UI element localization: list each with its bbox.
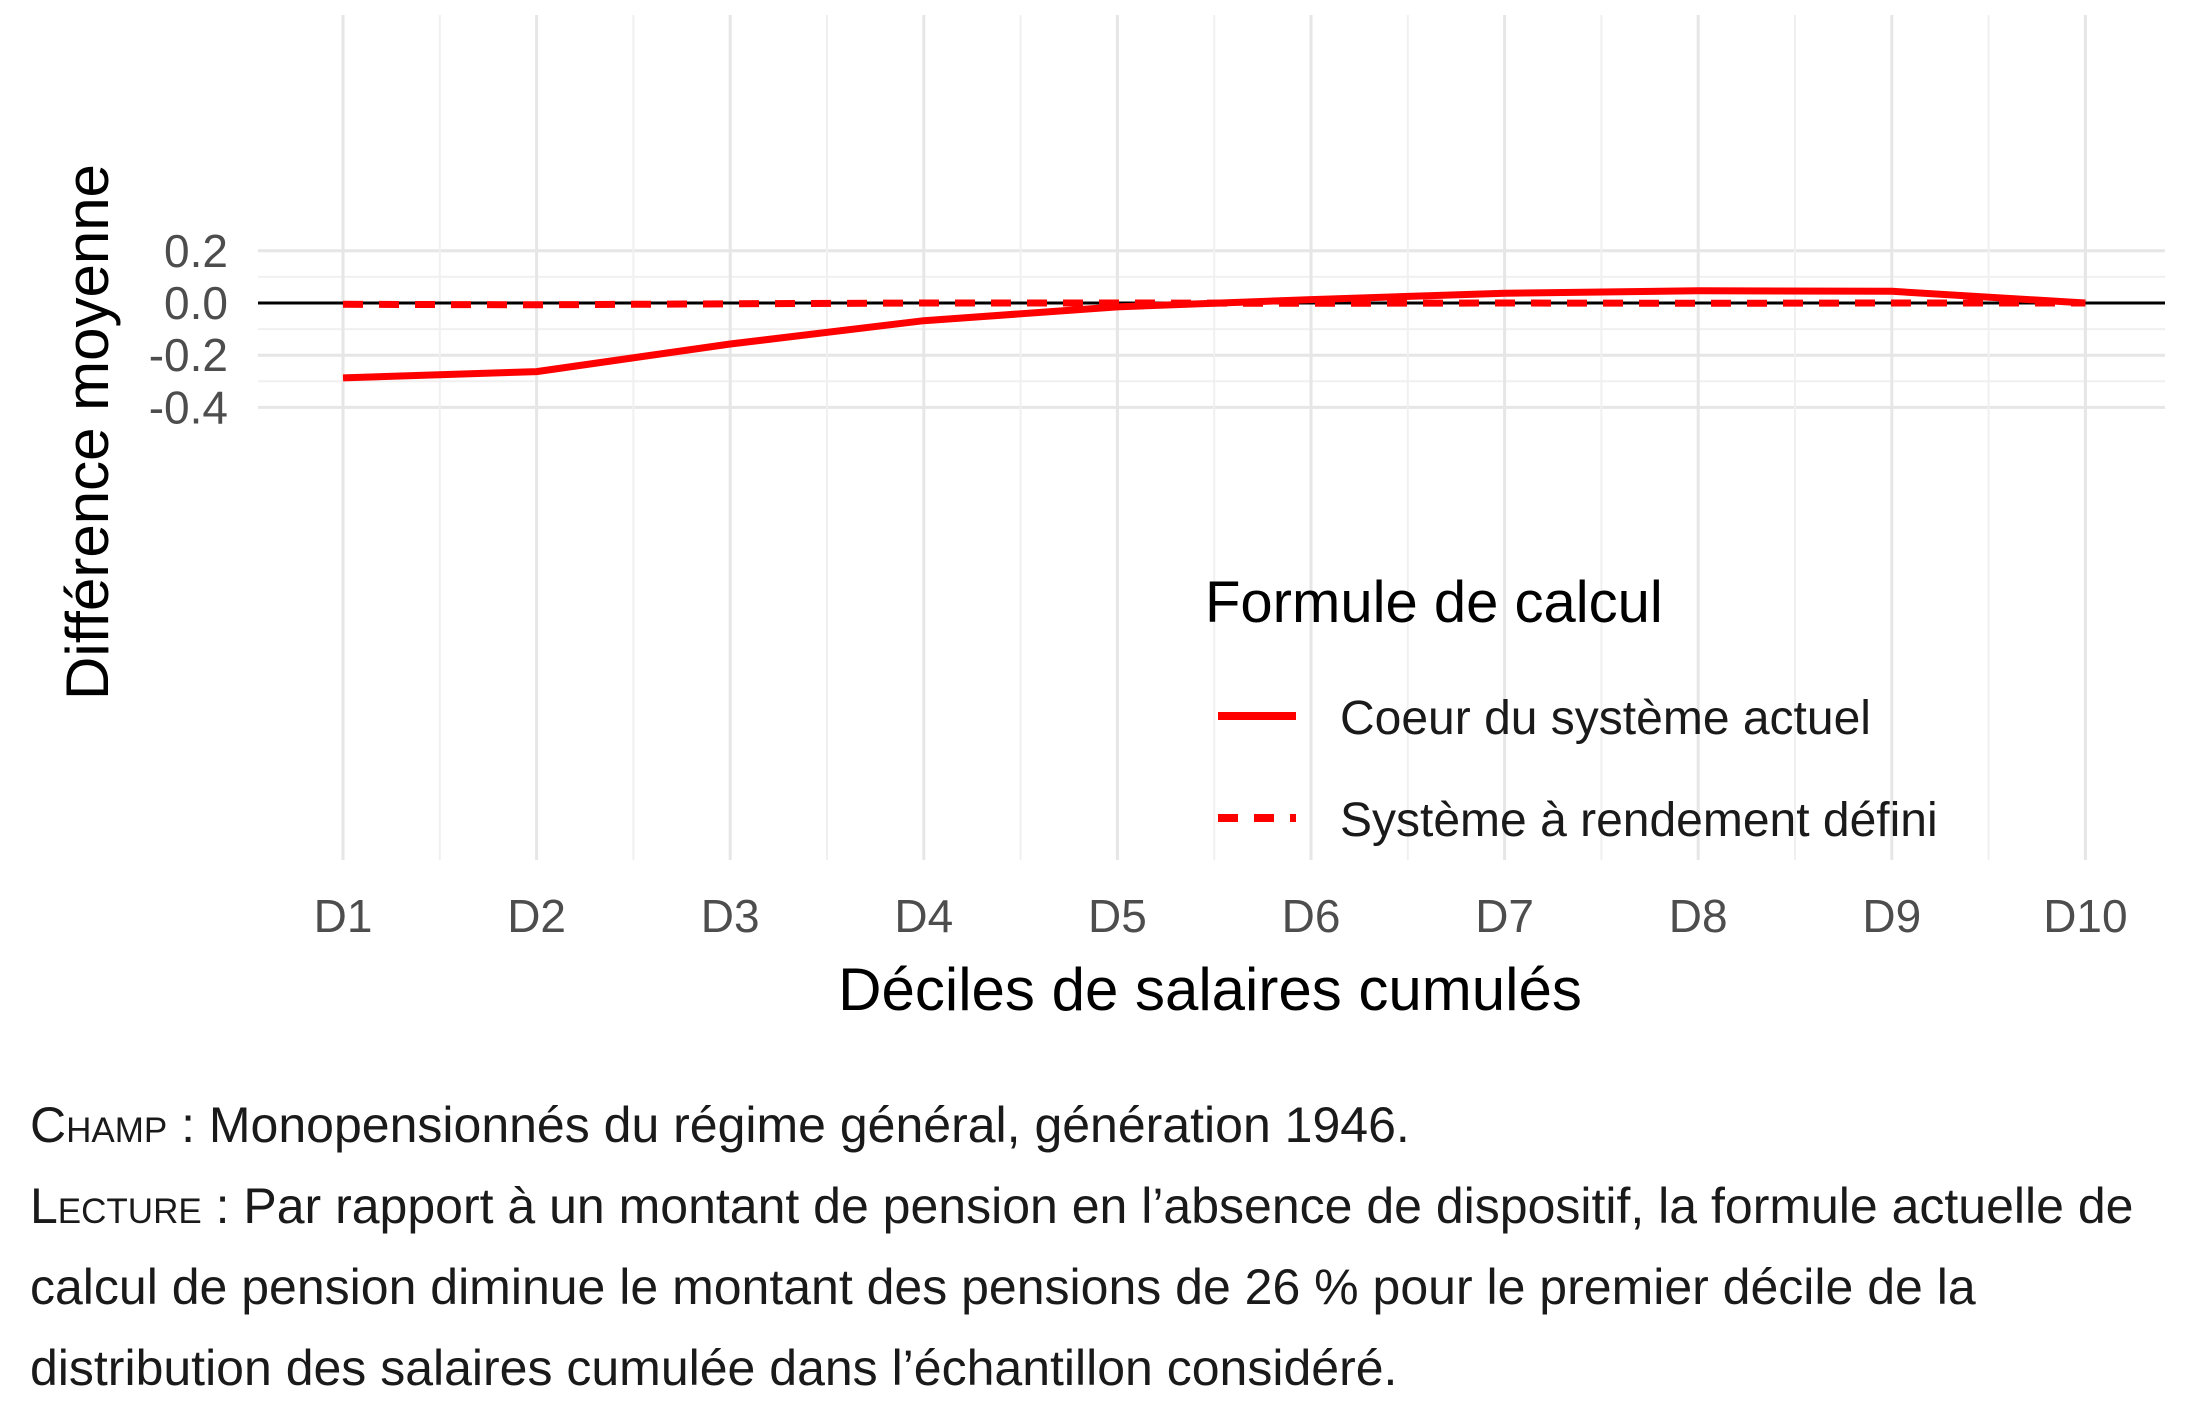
y-axis-title: Différence moyenne: [54, 164, 121, 700]
x-tick-label-D6: D6: [1282, 890, 1341, 942]
lecture-label: Lecture :: [30, 1178, 230, 1234]
champ-label: Champ :: [30, 1097, 196, 1153]
x-tick-label-D3: D3: [701, 890, 760, 942]
x-tick-label-D9: D9: [1862, 890, 1921, 942]
caption-lecture: Lecture : Par rapport à un montant de pe…: [30, 1166, 2180, 1409]
y-tick-label: 0.2: [164, 225, 228, 277]
chart-svg: 0.20.0-0.2-0.4 D1 D2 D3 D4 D5 D6 D7 D8 D9 D10 Dif…: [54, 15, 2165, 1023]
x-axis-ticks: D1 D2 D3 D4 D5 D6 D7 D8 D9 D10: [314, 890, 2128, 942]
legend-label-series-2: Système à rendement défini: [1340, 794, 1938, 847]
series-layer: [342, 287, 2086, 382]
legend-title: Formule de calcul: [1205, 570, 1663, 635]
grid: [258, 15, 2165, 860]
x-tick-label-D7: D7: [1475, 890, 1534, 942]
chart: 0.2 0.0 -0.2 -0.4 D1 D2 D3 D4 D5 D6 D7 D8 D9 D10 Dif…: [54, 15, 2165, 1023]
x-tick-label-D8: D8: [1669, 890, 1728, 942]
x-tick-label-D4: D4: [894, 890, 953, 942]
x-tick-label-D1: D1: [314, 890, 373, 942]
y-tick-label: -0.4: [149, 381, 228, 433]
x-tick-label-D5: D5: [1088, 890, 1147, 942]
y-tick-label: -0.2: [149, 329, 228, 381]
caption-champ: Champ : Monopensionnés du régime général…: [30, 1085, 2180, 1166]
legend-label-series-1: Coeur du système actuel: [1340, 692, 1871, 745]
y-tick-label: 0.0: [164, 277, 228, 329]
lecture-text: Par rapport à un montant de pension en l…: [30, 1178, 2134, 1396]
champ-text: Monopensionnés du régime général, généra…: [195, 1097, 1410, 1153]
x-axis-title: Déciles de salaires cumulés: [838, 956, 1582, 1023]
y-axis-ticks: 0.20.0-0.2-0.4: [149, 225, 228, 434]
legend: Formule de calcul Coeur du système actue…: [1205, 570, 1938, 847]
x-tick-label-D2: D2: [507, 890, 566, 942]
x-tick-label-D10: D10: [2043, 890, 2127, 942]
caption: Champ : Monopensionnés du régime général…: [30, 1085, 2180, 1409]
series-line-2: [342, 299, 2086, 309]
